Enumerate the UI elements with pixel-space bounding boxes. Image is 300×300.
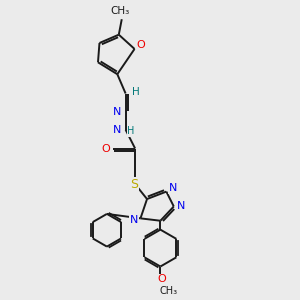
Text: O: O [157,274,166,284]
Text: S: S [130,178,138,191]
Text: N: N [112,107,121,117]
Text: O: O [101,143,110,154]
Text: N: N [130,215,138,225]
Text: N: N [169,183,177,193]
Text: N: N [177,202,185,212]
Text: CH₃: CH₃ [159,286,177,296]
Text: CH₃: CH₃ [111,6,130,16]
Text: H: H [132,87,140,97]
Text: H: H [127,126,135,136]
Text: N: N [112,125,121,135]
Text: O: O [137,40,146,50]
